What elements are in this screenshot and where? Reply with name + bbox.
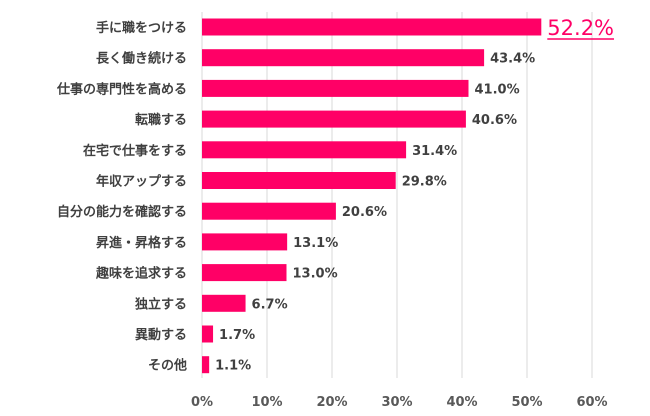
category-label: 異動する	[135, 327, 187, 343]
value-label: 31.4%	[412, 144, 457, 159]
bar	[202, 49, 485, 67]
category-label: 昇進・昇格する	[96, 235, 187, 251]
bar	[202, 325, 214, 343]
bar	[202, 79, 469, 97]
x-tick-label: 20%	[316, 395, 347, 410]
bar	[202, 233, 288, 251]
category-label: 手に職をつける	[96, 20, 187, 36]
value-label: 6.7%	[252, 297, 288, 312]
bar	[202, 110, 466, 128]
x-tick-label: 50%	[511, 395, 542, 410]
bar	[202, 264, 287, 282]
x-tick-label: 30%	[381, 395, 412, 410]
x-tick-label: 10%	[251, 395, 282, 410]
value-label-highlight: 52.2%	[547, 16, 614, 40]
value-label: 43.4%	[490, 52, 535, 67]
bar	[202, 294, 246, 312]
x-tick-label: 0%	[191, 395, 213, 410]
value-label: 41.0%	[475, 82, 520, 97]
bar	[202, 172, 396, 189]
category-label: 転職する	[135, 112, 187, 128]
value-label: 40.6%	[472, 113, 517, 128]
category-label: その他	[148, 358, 187, 374]
value-label: 20.6%	[342, 205, 387, 220]
category-label: 独立する	[135, 296, 187, 312]
value-label: 1.1%	[215, 359, 251, 374]
value-label: 13.1%	[293, 236, 338, 251]
bar	[202, 356, 210, 374]
value-label: 29.8%	[402, 175, 447, 190]
category-label: 在宅で仕事をする	[83, 143, 187, 159]
value-label: 13.0%	[293, 267, 338, 282]
bar	[202, 202, 336, 220]
category-label: 趣味を追求する	[95, 266, 187, 282]
bar	[202, 141, 407, 159]
x-tick-label: 40%	[446, 395, 477, 410]
x-tick-label: 60%	[576, 395, 607, 410]
category-label: 年収アップする	[96, 174, 187, 190]
category-label: 長く働き続ける	[96, 51, 187, 67]
bar	[202, 18, 542, 36]
category-label: 自分の能力を確認する	[57, 204, 187, 220]
category-label: 仕事の専門性を高める	[56, 81, 187, 97]
value-label: 1.7%	[219, 328, 255, 343]
